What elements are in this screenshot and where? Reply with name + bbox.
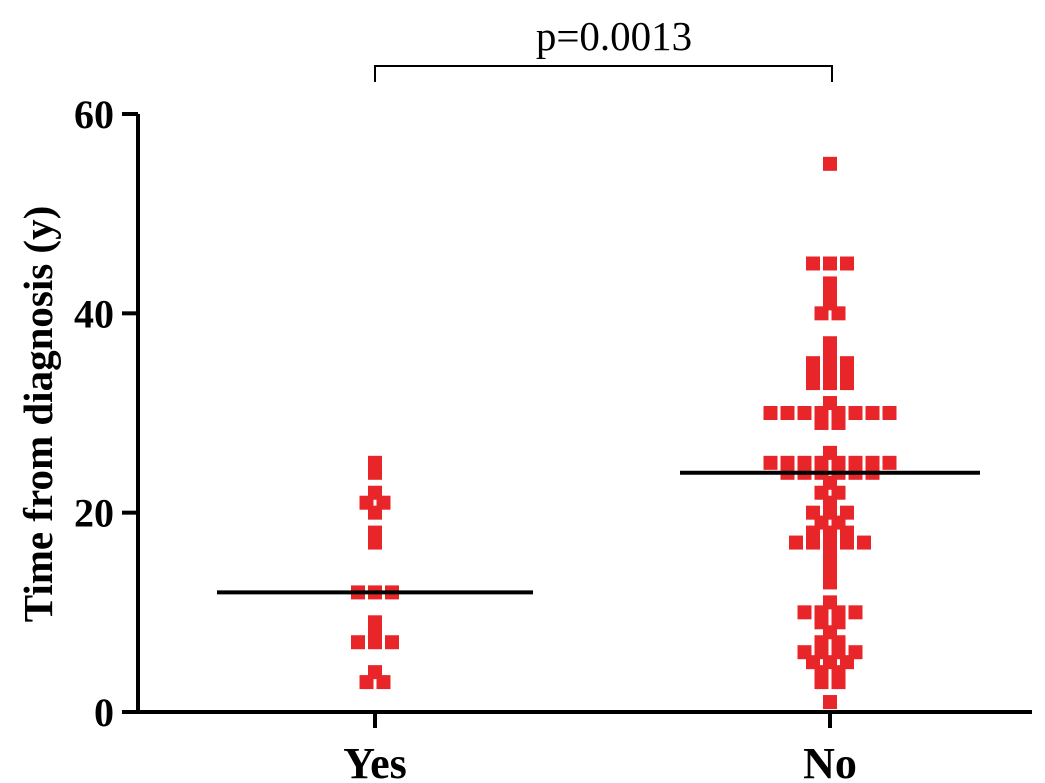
data-point — [857, 535, 871, 550]
data-point — [763, 455, 778, 470]
data-point — [840, 505, 854, 520]
data-point — [840, 356, 854, 371]
data-point — [368, 525, 382, 540]
data-point — [823, 336, 837, 351]
y-tick-label: 0 — [94, 690, 114, 735]
data-point — [806, 256, 820, 271]
data-point — [763, 406, 778, 420]
data-point — [865, 406, 880, 420]
data-point — [368, 485, 382, 500]
data-point — [368, 665, 382, 680]
data-point — [823, 396, 837, 411]
data-point — [823, 276, 837, 291]
x-category-label: No — [803, 739, 857, 783]
data-point — [797, 645, 812, 660]
data-points — [351, 156, 897, 710]
data-point — [823, 695, 837, 710]
data-point — [806, 356, 820, 371]
data-point — [840, 256, 854, 271]
data-point — [797, 605, 812, 620]
data-point — [806, 505, 820, 520]
data-point — [789, 535, 803, 550]
data-point — [368, 615, 382, 630]
data-point — [882, 455, 897, 470]
significance-bracket — [374, 65, 833, 82]
y-axis-ticks: 0 20 40 60 — [74, 92, 138, 735]
p-value-label: p=0.0013 — [536, 13, 692, 59]
data-point — [385, 635, 399, 650]
data-point — [848, 406, 863, 420]
data-point — [848, 605, 863, 620]
x-axis-ticks: Yes No — [343, 712, 857, 783]
data-point — [848, 645, 863, 660]
data-point — [797, 455, 812, 470]
data-point — [848, 455, 863, 470]
x-category-label: Yes — [343, 739, 407, 783]
y-tick-label: 20 — [74, 491, 114, 536]
data-point — [823, 156, 837, 171]
y-axis-title: Time from diagnosis (y) — [15, 206, 61, 622]
data-point — [797, 406, 812, 420]
data-point — [351, 635, 365, 650]
median-lines — [217, 470, 980, 595]
data-point — [823, 445, 837, 460]
data-point — [368, 455, 382, 470]
data-point — [780, 406, 795, 420]
data-point — [823, 595, 837, 610]
y-tick-label: 60 — [74, 92, 114, 137]
data-point — [865, 455, 880, 470]
y-tick-label: 40 — [74, 291, 114, 336]
data-point — [882, 406, 897, 420]
data-point — [823, 256, 837, 271]
data-point — [780, 455, 795, 470]
